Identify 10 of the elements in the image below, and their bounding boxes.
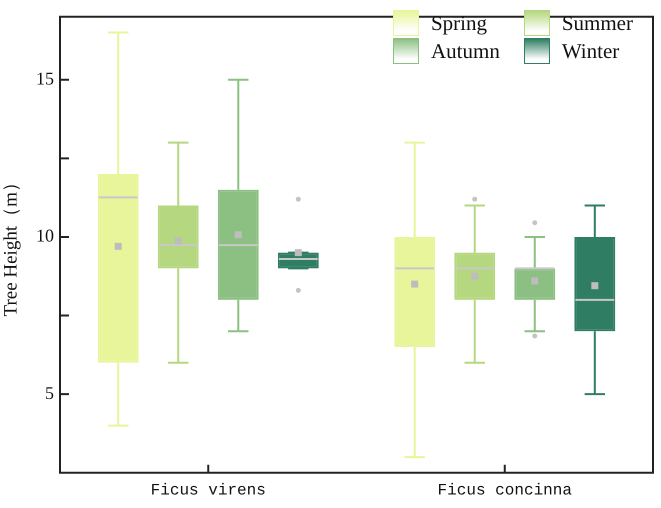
y-axis-title: Tree Height（m） xyxy=(0,173,22,316)
y-tick-label: 15 xyxy=(36,68,54,88)
legend-label: Spring xyxy=(430,10,487,36)
legend-label: Winter xyxy=(562,38,620,64)
legend-label: Autumn xyxy=(430,38,500,64)
x-tick-label: Ficus concinna xyxy=(438,482,572,500)
y-tick-label: 10 xyxy=(36,226,54,246)
y-tick-label: 5 xyxy=(45,382,54,403)
legend-label: Summer xyxy=(562,10,633,36)
x-tick-label: Ficus virens xyxy=(150,482,266,500)
